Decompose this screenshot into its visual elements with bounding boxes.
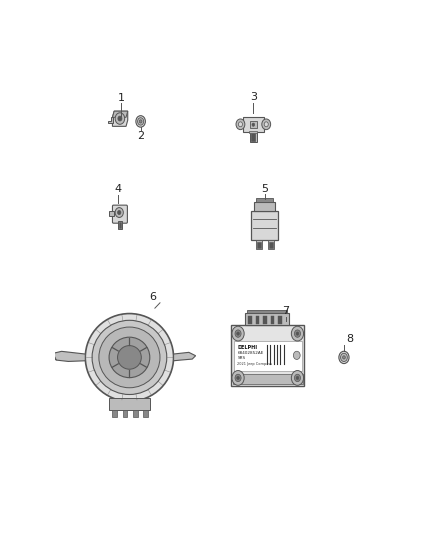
Text: 68402852AE: 68402852AE bbox=[237, 351, 264, 355]
Circle shape bbox=[291, 370, 304, 385]
Text: 2021 Jeep Compass: 2021 Jeep Compass bbox=[237, 361, 272, 366]
Polygon shape bbox=[173, 352, 196, 361]
Circle shape bbox=[341, 353, 347, 361]
FancyBboxPatch shape bbox=[245, 313, 289, 325]
Circle shape bbox=[343, 356, 345, 359]
Circle shape bbox=[296, 332, 299, 335]
Circle shape bbox=[264, 122, 268, 127]
FancyBboxPatch shape bbox=[250, 121, 257, 128]
Circle shape bbox=[294, 330, 300, 337]
Polygon shape bbox=[108, 117, 113, 124]
Circle shape bbox=[117, 211, 121, 215]
FancyBboxPatch shape bbox=[250, 132, 257, 142]
FancyBboxPatch shape bbox=[109, 211, 114, 216]
Circle shape bbox=[232, 326, 244, 341]
FancyBboxPatch shape bbox=[109, 398, 150, 410]
Circle shape bbox=[293, 351, 300, 359]
Text: DELPHI: DELPHI bbox=[237, 345, 258, 350]
Ellipse shape bbox=[85, 313, 173, 401]
FancyBboxPatch shape bbox=[133, 410, 138, 417]
Polygon shape bbox=[113, 111, 128, 126]
Circle shape bbox=[238, 122, 243, 127]
FancyBboxPatch shape bbox=[269, 242, 273, 248]
Circle shape bbox=[339, 351, 349, 364]
Text: 7: 7 bbox=[282, 306, 289, 316]
Circle shape bbox=[232, 370, 244, 385]
FancyBboxPatch shape bbox=[231, 325, 304, 386]
Circle shape bbox=[236, 119, 245, 130]
Ellipse shape bbox=[99, 327, 160, 387]
Text: SRS: SRS bbox=[237, 356, 246, 360]
FancyBboxPatch shape bbox=[248, 316, 251, 324]
FancyBboxPatch shape bbox=[257, 242, 261, 248]
Text: 8: 8 bbox=[346, 334, 354, 344]
FancyBboxPatch shape bbox=[249, 131, 258, 133]
Ellipse shape bbox=[109, 337, 150, 378]
FancyBboxPatch shape bbox=[256, 198, 273, 202]
Circle shape bbox=[262, 119, 271, 130]
FancyBboxPatch shape bbox=[119, 222, 121, 228]
FancyBboxPatch shape bbox=[233, 374, 303, 384]
Polygon shape bbox=[49, 353, 57, 360]
Circle shape bbox=[296, 376, 299, 379]
Text: 4: 4 bbox=[114, 184, 121, 195]
Circle shape bbox=[237, 332, 240, 335]
Ellipse shape bbox=[92, 320, 167, 394]
Text: 6: 6 bbox=[149, 292, 156, 302]
FancyBboxPatch shape bbox=[256, 240, 262, 249]
FancyBboxPatch shape bbox=[123, 410, 127, 417]
FancyBboxPatch shape bbox=[118, 221, 122, 229]
Text: 1: 1 bbox=[117, 93, 124, 102]
Circle shape bbox=[115, 207, 124, 217]
Circle shape bbox=[294, 374, 300, 382]
Circle shape bbox=[252, 123, 254, 126]
FancyBboxPatch shape bbox=[254, 202, 275, 211]
FancyBboxPatch shape bbox=[234, 341, 301, 370]
Circle shape bbox=[115, 113, 125, 124]
Circle shape bbox=[291, 326, 304, 341]
FancyBboxPatch shape bbox=[143, 410, 148, 417]
FancyBboxPatch shape bbox=[113, 410, 117, 417]
Ellipse shape bbox=[117, 345, 141, 369]
FancyBboxPatch shape bbox=[278, 316, 282, 324]
Circle shape bbox=[237, 376, 240, 379]
FancyBboxPatch shape bbox=[256, 316, 259, 324]
Text: 5: 5 bbox=[261, 184, 268, 193]
FancyBboxPatch shape bbox=[271, 316, 274, 324]
FancyBboxPatch shape bbox=[268, 240, 274, 249]
FancyBboxPatch shape bbox=[251, 211, 278, 240]
Circle shape bbox=[235, 374, 241, 382]
Polygon shape bbox=[113, 111, 128, 117]
Polygon shape bbox=[49, 351, 85, 361]
FancyBboxPatch shape bbox=[243, 117, 264, 133]
Circle shape bbox=[138, 118, 144, 125]
FancyBboxPatch shape bbox=[113, 205, 127, 223]
Circle shape bbox=[139, 120, 142, 123]
FancyBboxPatch shape bbox=[251, 133, 255, 141]
FancyBboxPatch shape bbox=[263, 316, 267, 324]
Circle shape bbox=[118, 116, 122, 121]
Text: 3: 3 bbox=[250, 92, 257, 102]
FancyBboxPatch shape bbox=[247, 310, 287, 313]
Text: 2: 2 bbox=[137, 131, 144, 141]
Circle shape bbox=[235, 330, 241, 337]
Circle shape bbox=[136, 116, 145, 127]
